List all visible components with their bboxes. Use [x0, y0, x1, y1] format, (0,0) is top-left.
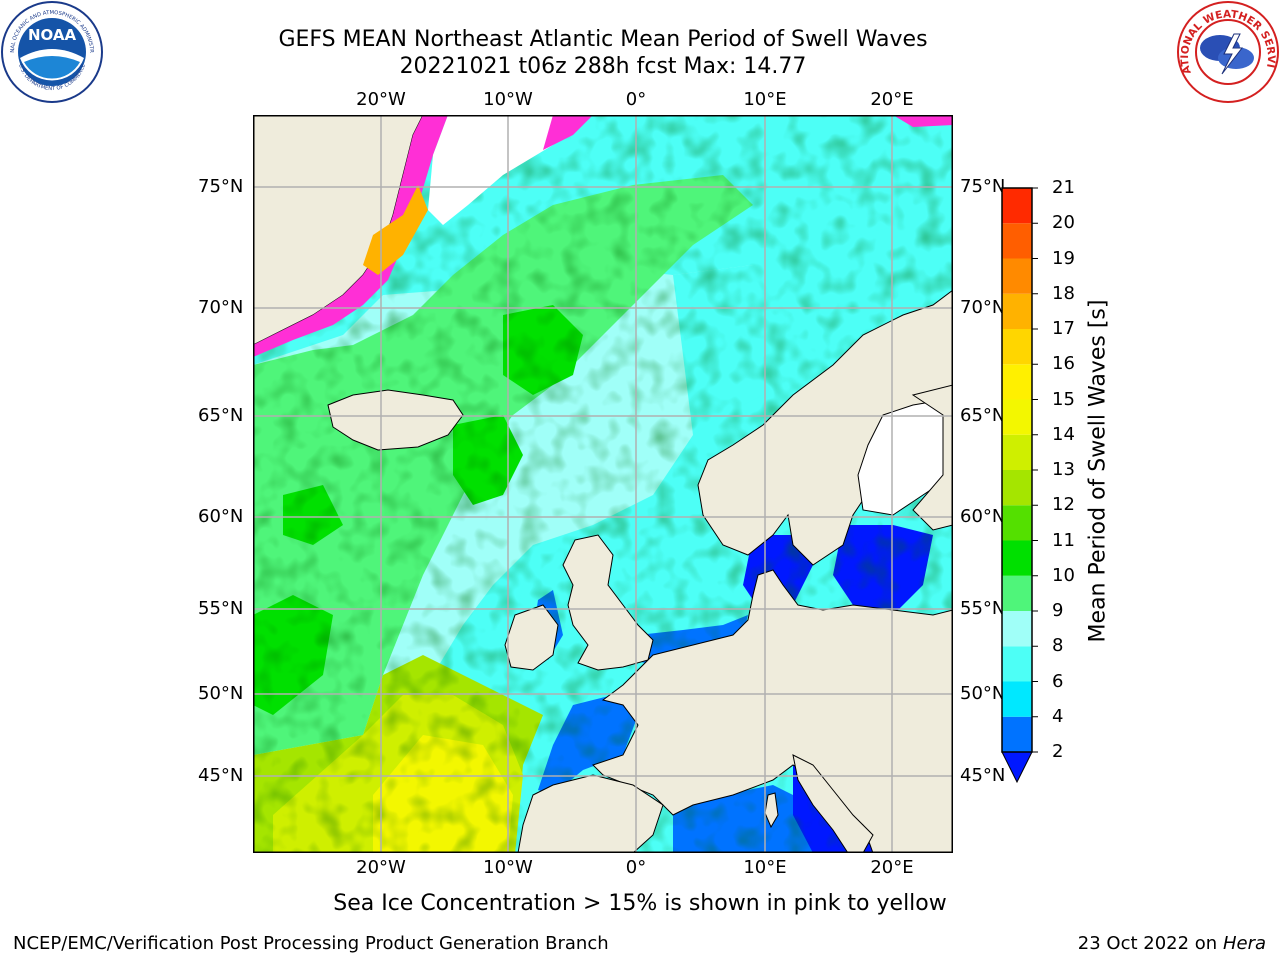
colorbar-tick-label: 6: [1052, 670, 1064, 692]
colorbar-segment: [1002, 575, 1032, 611]
colorbar-segment: [1002, 716, 1032, 752]
lon-label-bottom: 20°E: [870, 857, 914, 878]
italy-land: [792, 754, 874, 853]
lat-label-left: 60°N: [198, 506, 244, 527]
lat-label-right: 45°N: [960, 765, 1006, 786]
lon-label-bottom: 0°: [625, 857, 647, 878]
colorbar-segment: [1002, 681, 1032, 717]
colorbar-tick-label: 4: [1052, 705, 1064, 727]
colorbar-tick-label: 13: [1052, 459, 1075, 480]
footer-host: Hera: [1222, 933, 1266, 954]
chart-title: GEFS MEAN Northeast Atlantic Mean Period…: [278, 27, 928, 52]
colorbar-segment: [1002, 258, 1032, 294]
colorbar-label: Mean Period of Swell Waves [s]: [1085, 299, 1111, 643]
lat-label-left: 70°N: [198, 297, 244, 318]
lat-label-left: 45°N: [198, 765, 244, 786]
lat-label-right: 50°N: [960, 683, 1006, 704]
colorbar-segment: [1002, 293, 1032, 329]
iceland-land: [327, 389, 464, 451]
colorbar-segment: [1002, 329, 1032, 365]
lat-label-right: 60°N: [960, 506, 1006, 527]
colorbar-tick-label: 16: [1052, 353, 1075, 375]
colorbar-tick-label: 18: [1052, 282, 1075, 304]
colorbar-tick-label: 20: [1052, 212, 1075, 234]
lat-label-left: 50°N: [198, 683, 244, 704]
colorbar-tick-label: 21: [1052, 177, 1075, 198]
colorbar-segment: [1002, 646, 1032, 682]
sea-ice-note: Sea Ice Concentration > 15% is shown in …: [333, 891, 947, 916]
colorbar-segment: [1002, 399, 1032, 435]
lon-label-bottom: 10°W: [483, 857, 533, 878]
chart-subtitle: 20221021 t06z 288h fcst Max: 14.77: [399, 54, 807, 79]
noaa-logo-text: NOAA: [28, 26, 77, 44]
colorbar: [1001, 187, 1038, 784]
lon-label-bottom: 20°W: [356, 857, 406, 878]
colorbar-segment: [1002, 188, 1032, 224]
lon-label-bottom: 10°E: [743, 857, 787, 878]
colorbar-tick-label: 8: [1052, 635, 1064, 657]
map-frame: [253, 115, 953, 853]
lat-label-left: 55°N: [198, 598, 244, 619]
swell-period-map: [253, 115, 953, 853]
colorbar-segment: [1002, 223, 1032, 259]
graticule: [253, 115, 953, 853]
nws-logo: NATIONAL WEATHER SERVICE: [1176, 0, 1279, 103]
lat-label-right: 75°N: [960, 176, 1006, 197]
sea-ice-svalbard: [893, 115, 953, 127]
colorbar-segment: [1002, 434, 1032, 470]
sea-ice-edge-north: [543, 115, 593, 150]
colorbar-tick-label: 12: [1052, 494, 1075, 516]
lon-label-top: 20°W: [356, 89, 406, 110]
lat-label-left: 75°N: [198, 176, 244, 197]
lat-label-right: 55°N: [960, 598, 1006, 619]
great-britain-land: [562, 534, 654, 671]
colorbar-tick-label: 19: [1052, 247, 1075, 269]
lat-label-left: 65°N: [198, 405, 244, 426]
footer-date: 23 Oct 2022 on Hera: [1077, 933, 1266, 954]
lat-label-right: 70°N: [960, 297, 1006, 318]
finland-land: [911, 384, 953, 531]
colorbar-tick-label: 9: [1052, 600, 1064, 621]
colorbar-under-extension: [1001, 751, 1033, 784]
lon-label-top: 0°: [625, 89, 647, 110]
colorbar-tick-label: 2: [1052, 741, 1064, 762]
colorbar-tick-label: 11: [1052, 529, 1075, 551]
colorbar-tick-label: 17: [1052, 318, 1075, 339]
lon-label-top: 10°W: [483, 89, 533, 110]
colorbar-tick-label: 15: [1052, 388, 1075, 410]
colorbar-segment: [1002, 470, 1032, 506]
lon-label-top: 10°E: [743, 89, 787, 110]
colorbar-segment: [1002, 611, 1032, 647]
iberia-land: [517, 774, 664, 853]
noaa-logo: NOAA NATIONAL OCEANIC AND ATMOSPHERIC AD…: [0, 0, 103, 103]
sea-ice-high: [363, 185, 428, 275]
colorbar-tick-label: 14: [1052, 423, 1075, 445]
footer-credit: NCEP/EMC/Verification Post Processing Pr…: [13, 933, 609, 954]
colorbar-segment: [1002, 540, 1032, 576]
lat-label-right: 65°N: [960, 405, 1006, 426]
lon-label-top: 20°E: [870, 89, 914, 110]
colorbar-tick-label: 10: [1052, 564, 1075, 586]
colorbar-segment: [1002, 505, 1032, 541]
colorbar-segment: [1002, 364, 1032, 400]
